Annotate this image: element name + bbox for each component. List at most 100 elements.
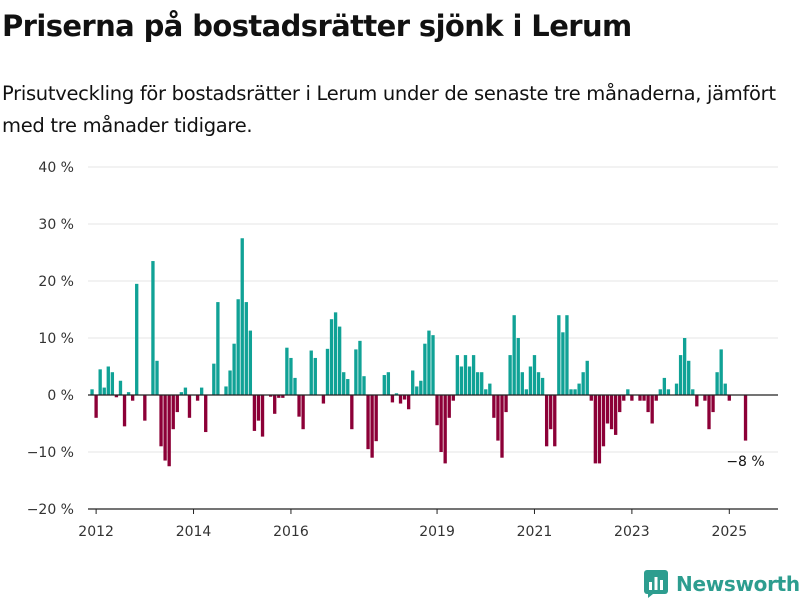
- bar: [143, 395, 147, 421]
- bar: [508, 355, 512, 395]
- newsworthy-logo-icon: [644, 570, 668, 598]
- bar: [118, 380, 123, 395]
- bar: [516, 338, 520, 395]
- bar: [561, 332, 565, 395]
- bar: [427, 330, 431, 395]
- bar: [419, 380, 423, 395]
- bar: [711, 395, 715, 413]
- bar: [90, 389, 94, 395]
- bar: [260, 395, 265, 437]
- bar: [114, 395, 119, 398]
- bar: [167, 395, 171, 467]
- bar: [662, 377, 667, 395]
- chart-title: Priserna på bostadsrätter sjönk i Lerum: [2, 9, 632, 43]
- bar: [674, 383, 679, 395]
- bar: [394, 393, 399, 395]
- bar: [557, 315, 561, 395]
- bar: [135, 283, 139, 395]
- bar: [589, 395, 593, 401]
- bar: [346, 379, 350, 395]
- annotations: −8 %: [726, 454, 764, 470]
- bar: [488, 383, 492, 395]
- bar: [313, 357, 317, 395]
- bar: [411, 370, 415, 395]
- bar: [650, 395, 654, 424]
- chart-subtitle: Prisutveckling för bostadsrätter i Lerum…: [2, 82, 776, 137]
- bar: [252, 395, 257, 431]
- bar: [613, 395, 618, 435]
- bar: [475, 372, 480, 395]
- bar: [216, 302, 220, 395]
- bar: [301, 395, 305, 430]
- bar: [212, 363, 216, 395]
- bar: [159, 395, 163, 447]
- bar: [715, 372, 719, 395]
- bar: [455, 355, 460, 395]
- bar: [289, 357, 293, 395]
- bar: [232, 343, 236, 395]
- bar: [297, 395, 301, 417]
- x-tick-label: 2021: [517, 524, 553, 540]
- bar: [618, 395, 622, 413]
- bar: [723, 383, 727, 395]
- bar: [354, 349, 358, 395]
- bar: [366, 395, 370, 450]
- bar: [256, 395, 261, 421]
- bar: [337, 326, 342, 395]
- bar: [439, 395, 443, 452]
- bar: [544, 395, 549, 447]
- bar: [183, 387, 188, 395]
- bar: [224, 386, 228, 395]
- bar: [386, 372, 391, 395]
- bars: [90, 238, 748, 467]
- bar: [471, 355, 476, 395]
- bar: [727, 395, 731, 401]
- bar: [540, 377, 545, 395]
- bar: [626, 389, 630, 395]
- y-tick-label: 0 %: [47, 388, 74, 404]
- bar: [329, 319, 334, 395]
- bar: [577, 383, 581, 395]
- bar: [646, 395, 650, 413]
- bar: [98, 369, 102, 395]
- x-tick-label: 2023: [614, 524, 650, 540]
- newsworthy-logo[interactable]: Newsworthy: [644, 568, 800, 600]
- x-tick-label: 2016: [273, 524, 309, 540]
- bar: [106, 366, 110, 395]
- brand-name: Newsworthy: [676, 572, 800, 596]
- bar: [390, 395, 395, 403]
- bar: [199, 387, 204, 395]
- bar: [126, 392, 131, 395]
- bar: [642, 395, 646, 401]
- bar: [512, 315, 516, 395]
- bar: [484, 389, 488, 395]
- bar: [277, 395, 281, 398]
- bar: [638, 395, 642, 401]
- bar: [463, 355, 468, 395]
- bar: [605, 395, 610, 424]
- bar: [236, 299, 240, 395]
- bar: [325, 348, 330, 395]
- bar: [524, 389, 529, 395]
- x-tick-label: 2025: [711, 524, 747, 540]
- x-tick-label: 2012: [78, 524, 114, 540]
- bar: [122, 395, 127, 427]
- bar: [666, 389, 671, 395]
- y-tick-label: −20 %: [27, 502, 74, 518]
- bar: [431, 335, 435, 395]
- bar: [447, 395, 451, 418]
- bar: [102, 387, 106, 395]
- bar: [402, 395, 407, 400]
- bar: [155, 360, 159, 395]
- bar: [285, 347, 289, 395]
- bar: [248, 330, 253, 395]
- bar: [110, 372, 115, 395]
- bar: [406, 395, 411, 410]
- bar: [415, 386, 419, 395]
- bar: [695, 395, 699, 407]
- bar: [504, 395, 508, 413]
- bar: [622, 395, 626, 401]
- bar: [398, 395, 403, 404]
- bar: [309, 350, 313, 395]
- bar: [370, 395, 374, 458]
